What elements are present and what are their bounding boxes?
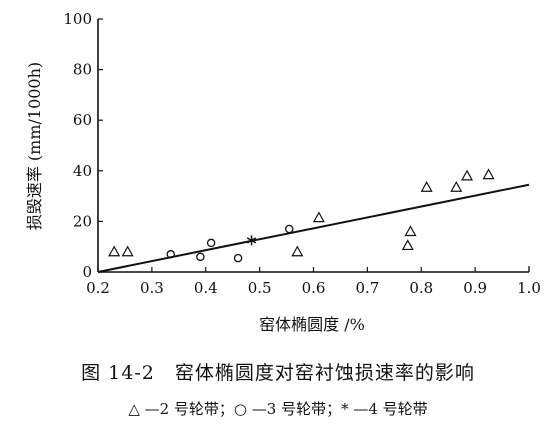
triangle-marker <box>450 181 463 192</box>
triangle-marker <box>482 168 495 180</box>
circle-marker <box>196 252 205 262</box>
axes <box>97 18 530 273</box>
x-tick-labels: 0.2 0.3 0.4 0.5 0.6 0.7 0.8 0.9 1.0 <box>86 279 541 297</box>
legend-caption: △ —2 号轮带；○ —3 号轮带；* —4 号轮带 <box>128 400 428 418</box>
figure-caption: 图 14-2 窑体椭圆度对窑衬蚀损速率的影响 <box>81 362 475 384</box>
circle-marker <box>166 250 175 259</box>
x-tick-label: 1.0 <box>517 279 541 297</box>
y-tick-label: 40 <box>73 162 92 180</box>
triangle-marker <box>404 225 417 237</box>
star-stroke <box>246 237 257 244</box>
triangle-marker <box>401 239 414 251</box>
triangle-marker <box>312 211 325 223</box>
circle-marker <box>285 224 294 234</box>
y-tick-label: 60 <box>73 111 92 129</box>
x-tick-label: 0.6 <box>302 279 326 297</box>
y-tick-label: 20 <box>73 212 92 230</box>
y-tick-label: 80 <box>73 61 92 79</box>
x-tick-label: 0.4 <box>194 279 218 297</box>
y-tick-label: 0 <box>82 263 92 281</box>
fit-line <box>97 183 530 273</box>
y-tick-labels: 0 20 40 60 80 100 <box>63 10 92 281</box>
triangle-marker <box>291 245 304 257</box>
data-points <box>108 168 495 263</box>
x-tick-label: 0.5 <box>248 279 272 297</box>
circle-marker <box>206 238 216 248</box>
x-tick-label: 0.9 <box>463 279 487 297</box>
triangle-marker <box>461 169 474 181</box>
triangle-marker <box>420 181 433 192</box>
triangle-marker <box>108 245 121 257</box>
y-axis-label: 损毁速率 (mm/1000h) <box>25 62 44 230</box>
x-axis-label: 窑体椭圆度 /% <box>259 315 365 334</box>
star-marker <box>246 235 257 246</box>
x-tick-label: 0.2 <box>86 279 110 297</box>
triangle-marker <box>121 245 134 257</box>
x-tick-label: 0.7 <box>355 279 379 297</box>
x-tick-label: 0.3 <box>140 279 164 297</box>
circle-marker <box>233 253 243 263</box>
y-tick-label: 100 <box>63 10 92 28</box>
chart: 0.2 0.3 0.4 0.5 0.6 0.7 0.8 0.9 1.0 0 20 40 60 80 100… <box>25 10 541 334</box>
fit-line-group <box>97 183 530 273</box>
x-tick-label: 0.8 <box>409 279 433 297</box>
